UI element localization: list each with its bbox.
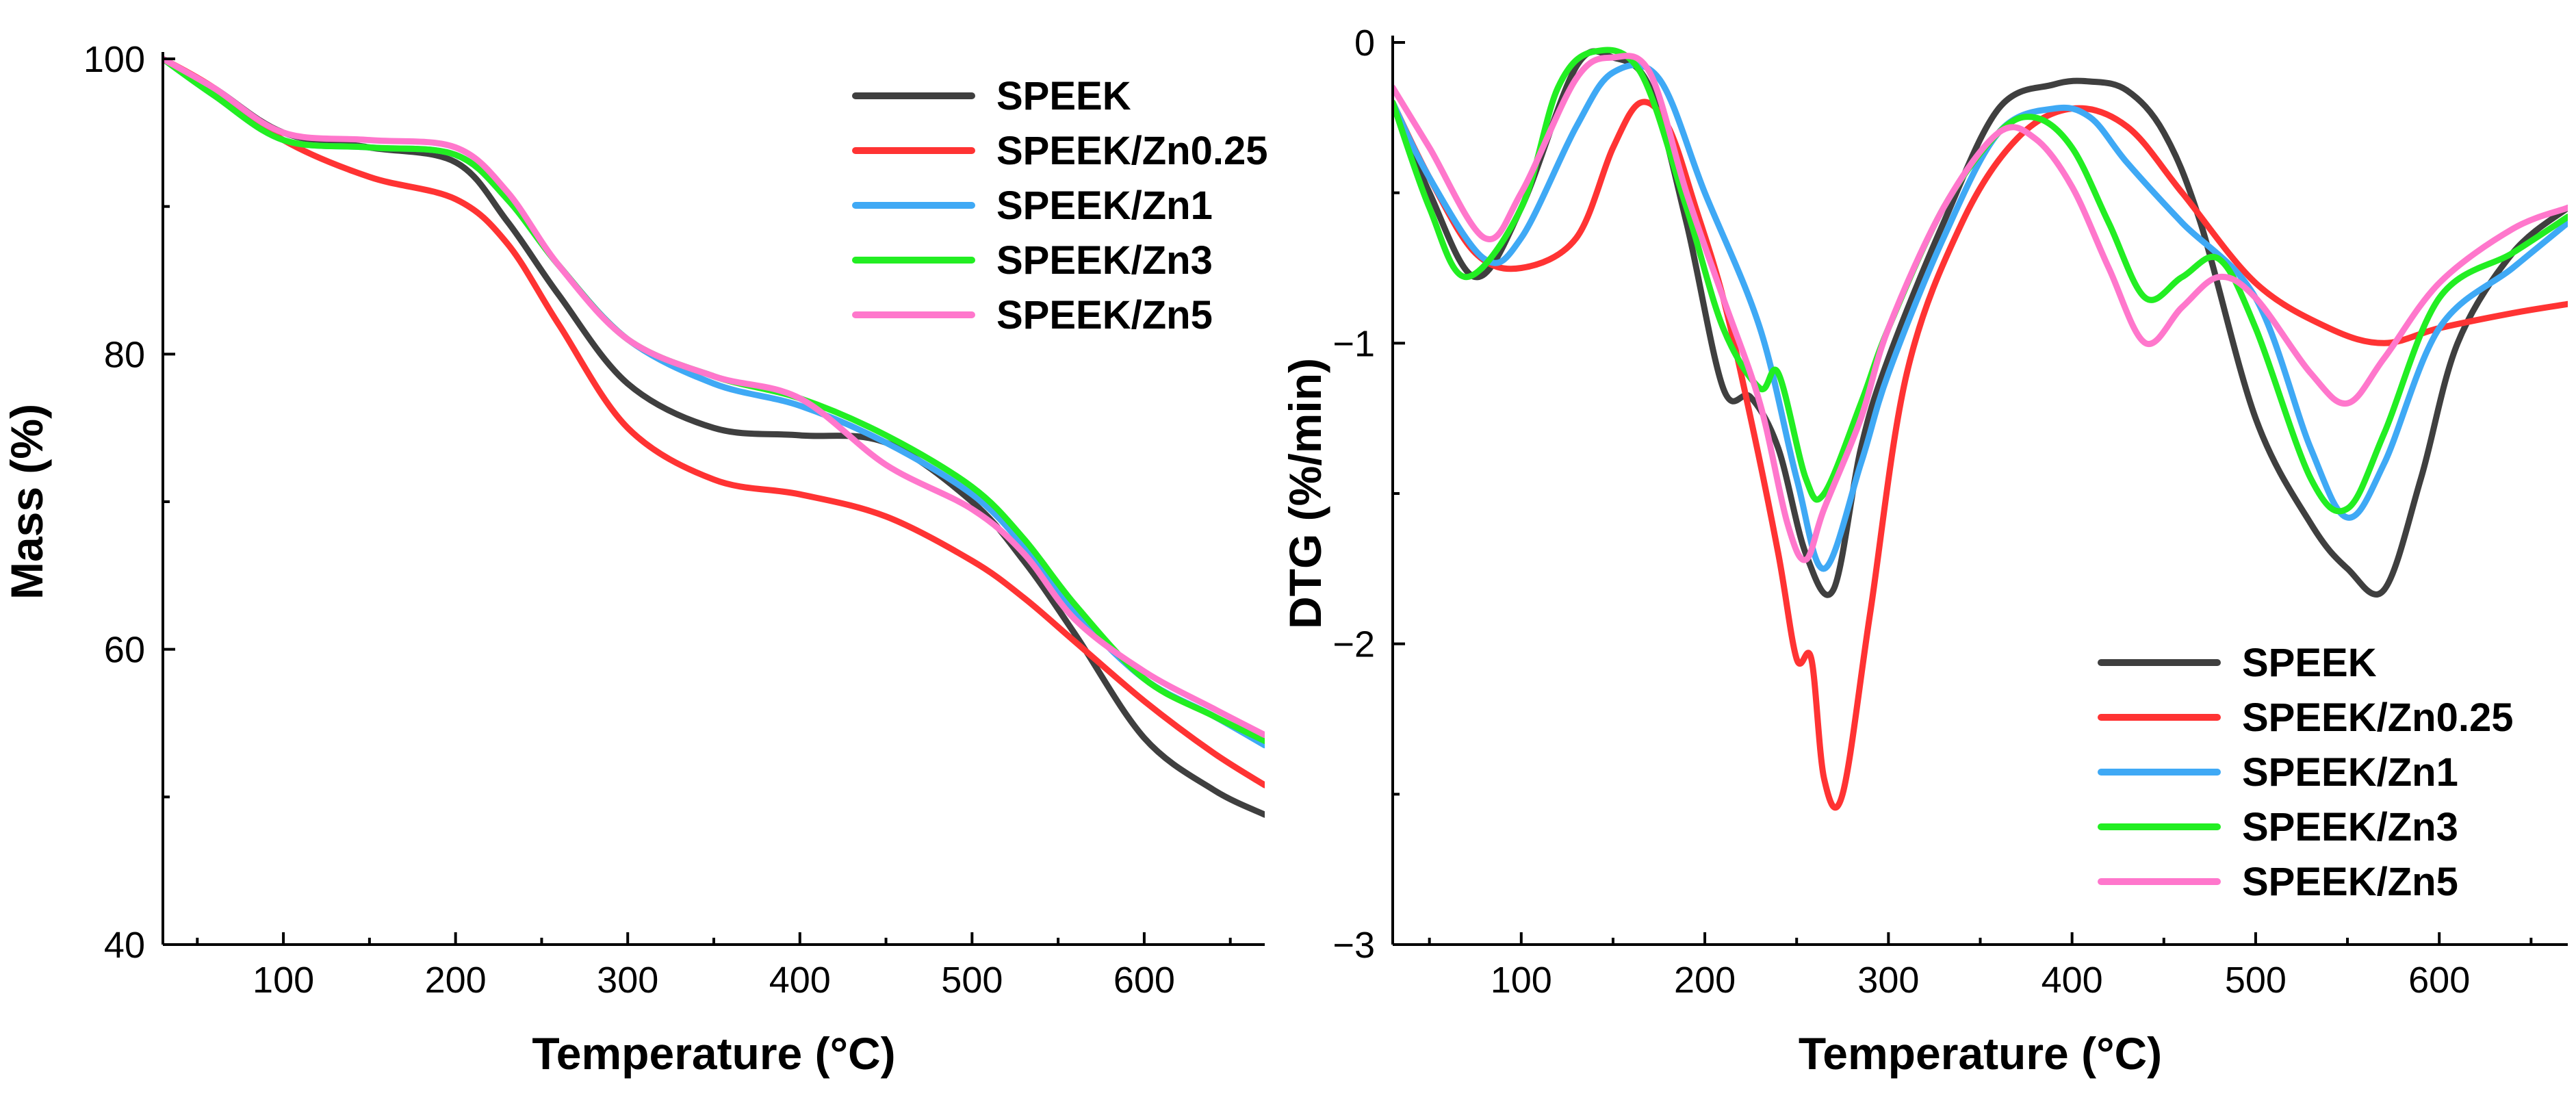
legend-label-speek-zn0-25: SPEEK/Zn0.25 (2242, 695, 2513, 740)
x-tick-label: 100 (1491, 960, 1552, 1001)
tga-mass-chart: 100 200 300 400 500 600 40 60 80 100 Temperature (… (1, 39, 1267, 1079)
x-tick-label: 600 (1113, 960, 1175, 1001)
x-tick-label: 400 (769, 960, 831, 1001)
x-tick-label: 600 (2408, 960, 2470, 1001)
y-tick-label: 100 (83, 39, 145, 80)
dtg-chart: 100 200 300 400 500 600 −3 −2 −1 0 Temperature (°C… (1280, 23, 2568, 1079)
x-axis-title: Temperature (°C) (1799, 1028, 2162, 1079)
y-tick-label: 80 (104, 334, 145, 375)
legend-label-speek-zn3: SPEEK/Zn3 (2242, 805, 2458, 849)
series-group (1393, 47, 2568, 811)
x-tick-label: 300 (1857, 960, 1919, 1001)
y-tick-label: −2 (1332, 624, 1375, 665)
y-tick-label: 40 (104, 925, 145, 966)
x-tick-label: 200 (1674, 960, 1736, 1001)
y-axis-title: Mass (%) (1, 404, 52, 600)
legend-label-speek: SPEEK (2242, 641, 2377, 685)
legend-label-speek-zn1: SPEEK/Zn1 (996, 183, 1213, 228)
x-tick-label: 200 (425, 960, 487, 1001)
y-tick-label: −1 (1332, 323, 1375, 364)
series-line-speek (1393, 48, 2568, 598)
y-tick-label: 60 (104, 630, 145, 671)
x-tick-label: 300 (597, 960, 658, 1001)
series-line-speek-zn0-25 (163, 55, 1265, 789)
series-line-speek-zn5 (163, 55, 1265, 739)
series-line-speek-zn1 (1393, 62, 2568, 572)
x-axis-title: Temperature (°C) (532, 1028, 895, 1079)
legend: SPEEK SPEEK/Zn0.25 SPEEK/Zn1 SPEEK/Zn3 SPEEK… (852, 74, 1267, 337)
series-group (163, 55, 1265, 818)
series-line-speek-zn0-25 (1393, 99, 2568, 811)
legend-label-speek-zn5: SPEEK/Zn5 (2242, 860, 2458, 904)
legend-label-speek-zn0-25: SPEEK/Zn0.25 (996, 129, 1267, 173)
legend-label-speek-zn1: SPEEK/Zn1 (2242, 750, 2458, 795)
series-line-speek-zn5 (1393, 53, 2568, 563)
legend-label-speek-zn3: SPEEK/Zn3 (996, 238, 1213, 283)
y-tick-label: 0 (1354, 23, 1375, 64)
y-tick-label: −3 (1332, 925, 1375, 966)
legend-label-speek-zn5: SPEEK/Zn5 (996, 293, 1213, 337)
y-axis-title: DTG (%/min) (1280, 358, 1330, 629)
x-tick-label: 500 (941, 960, 1003, 1001)
x-tick-label: 100 (253, 960, 314, 1001)
legend: SPEEK SPEEK/Zn0.25 SPEEK/Zn1 SPEEK/Zn3 SPEEK… (2098, 641, 2513, 904)
x-tick-label: 400 (2042, 960, 2103, 1001)
legend-label-speek: SPEEK (996, 74, 1131, 118)
x-tick-label: 500 (2225, 960, 2287, 1001)
